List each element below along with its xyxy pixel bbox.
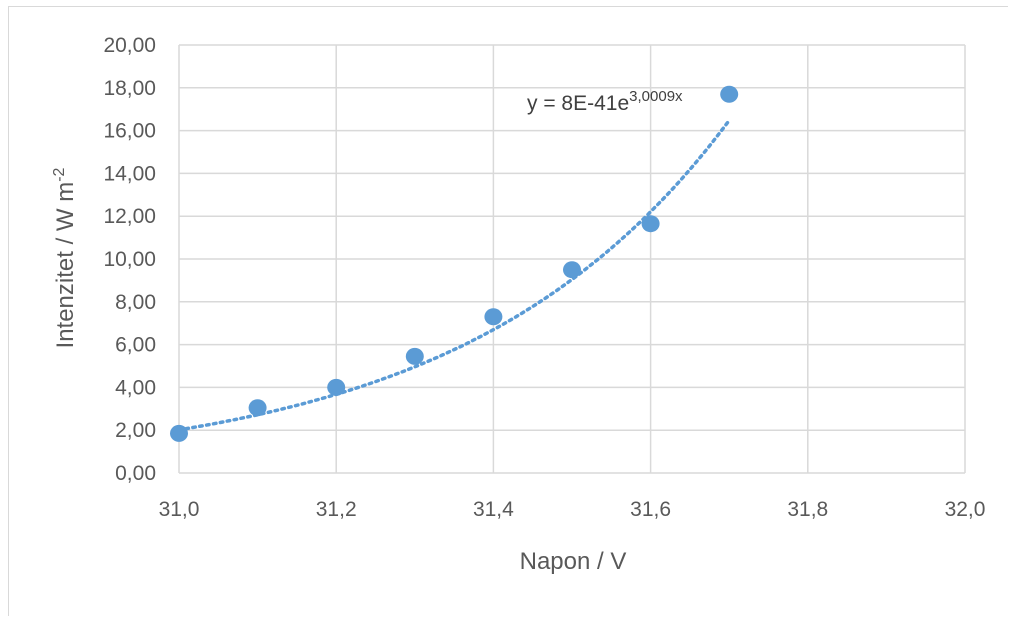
data-point	[405, 347, 424, 365]
trendline	[177, 118, 731, 432]
y-tick-label: 18,00	[103, 77, 156, 100]
data-point	[248, 399, 267, 417]
y-axis-title: Intenzitet / W m-2	[51, 167, 79, 348]
x-tick-label: 31,4	[473, 498, 514, 521]
y-tick-label: 4,00	[115, 376, 156, 399]
y-tick-label: 16,00	[103, 120, 156, 143]
data-points	[170, 85, 739, 442]
y-tick-label: 20,00	[103, 34, 156, 57]
y-tick-label: 8,00	[115, 291, 156, 314]
gridlines	[178, 44, 966, 474]
y-tick-label: 12,00	[103, 205, 156, 228]
x-tick-label: 31,0	[159, 498, 200, 521]
data-point	[641, 215, 660, 233]
x-tick-label: 31,8	[787, 498, 828, 521]
data-point	[327, 378, 346, 396]
y-axis-title-exponent: -2	[51, 167, 68, 181]
y-tick-labels: 0,00 2,00 4,00 6,00 8,00 10,00 12,00 14,00 16,00…	[103, 34, 156, 485]
data-point	[563, 261, 581, 279]
trendline-equation: y = 8E-41e3,0009x	[527, 88, 683, 115]
y-tick-label: 14,00	[103, 162, 156, 185]
y-tick-label: 10,00	[103, 248, 156, 271]
x-axis-title: Napon / V	[520, 548, 627, 575]
trendline-equation-exponent: 3,0009x	[629, 88, 683, 105]
x-tick-label: 31,6	[630, 498, 671, 521]
y-tick-label: 6,00	[115, 334, 156, 357]
x-tick-labels: 31,0 31,2 31,4 31,6 31,8 32,0	[159, 498, 986, 521]
y-axis-title-base: Intenzitet / W m	[52, 182, 79, 349]
data-point	[170, 424, 188, 442]
x-tick-label: 32,0	[945, 498, 986, 521]
y-tick-label: 2,00	[115, 419, 156, 442]
x-tick-label: 31,2	[316, 498, 357, 521]
chart-frame	[8, 6, 1008, 616]
data-point	[720, 85, 739, 103]
trendline-equation-base: y = 8E-41e	[527, 92, 629, 115]
data-point	[484, 308, 503, 326]
y-tick-label: 0,00	[115, 462, 156, 485]
trendline-group	[177, 118, 731, 432]
